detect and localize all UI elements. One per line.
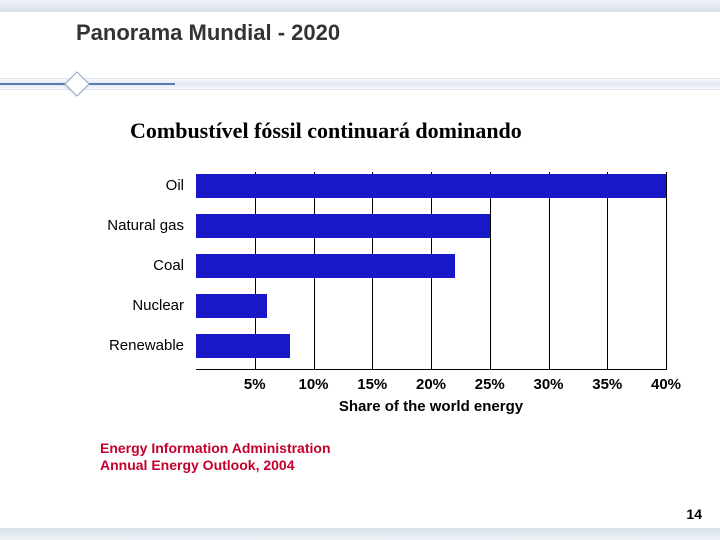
chart-category-label: Natural gas [107, 217, 184, 234]
source-line-1: Energy Information Administration [100, 440, 331, 457]
decorative-diamond-icon [64, 71, 89, 96]
chart-category-label: Oil [166, 177, 184, 194]
chart-x-tick: 35% [592, 376, 622, 393]
chart-gridline [549, 172, 550, 370]
chart-bar [196, 334, 290, 358]
decorative-band [0, 78, 720, 90]
chart-x-axis-label: Share of the world energy [196, 398, 666, 415]
chart-gridline [666, 172, 667, 370]
chart-x-tick: 25% [475, 376, 505, 393]
slide-title: Panorama Mundial - 2020 [76, 20, 340, 46]
energy-share-chart: Share of the world energy 5% 10% 15% 20% 25%… [86, 172, 666, 422]
bottom-gradient-bar [0, 528, 720, 540]
chart-x-tick: 5% [244, 376, 266, 393]
chart-gridline [607, 172, 608, 370]
chart-x-tick: 10% [298, 376, 328, 393]
source-line-2: Annual Energy Outlook, 2004 [100, 457, 331, 474]
chart-category-label: Nuclear [132, 297, 184, 314]
page-number: 14 [686, 506, 702, 522]
chart-plot-area [196, 172, 666, 370]
chart-x-tick: 40% [651, 376, 681, 393]
chart-category-label: Renewable [109, 337, 184, 354]
chart-x-tick: 20% [416, 376, 446, 393]
chart-bar [196, 214, 490, 238]
chart-gridline [490, 172, 491, 370]
chart-source: Energy Information Administration Annual… [100, 440, 331, 474]
chart-bar [196, 174, 666, 198]
chart-x-tick: 30% [533, 376, 563, 393]
chart-x-tick: 15% [357, 376, 387, 393]
chart-bar [196, 254, 455, 278]
slide-subtitle: Combustível fóssil continuará dominando [130, 118, 522, 144]
chart-bar [196, 294, 267, 318]
top-gradient-bar [0, 0, 720, 12]
chart-category-label: Coal [153, 257, 184, 274]
